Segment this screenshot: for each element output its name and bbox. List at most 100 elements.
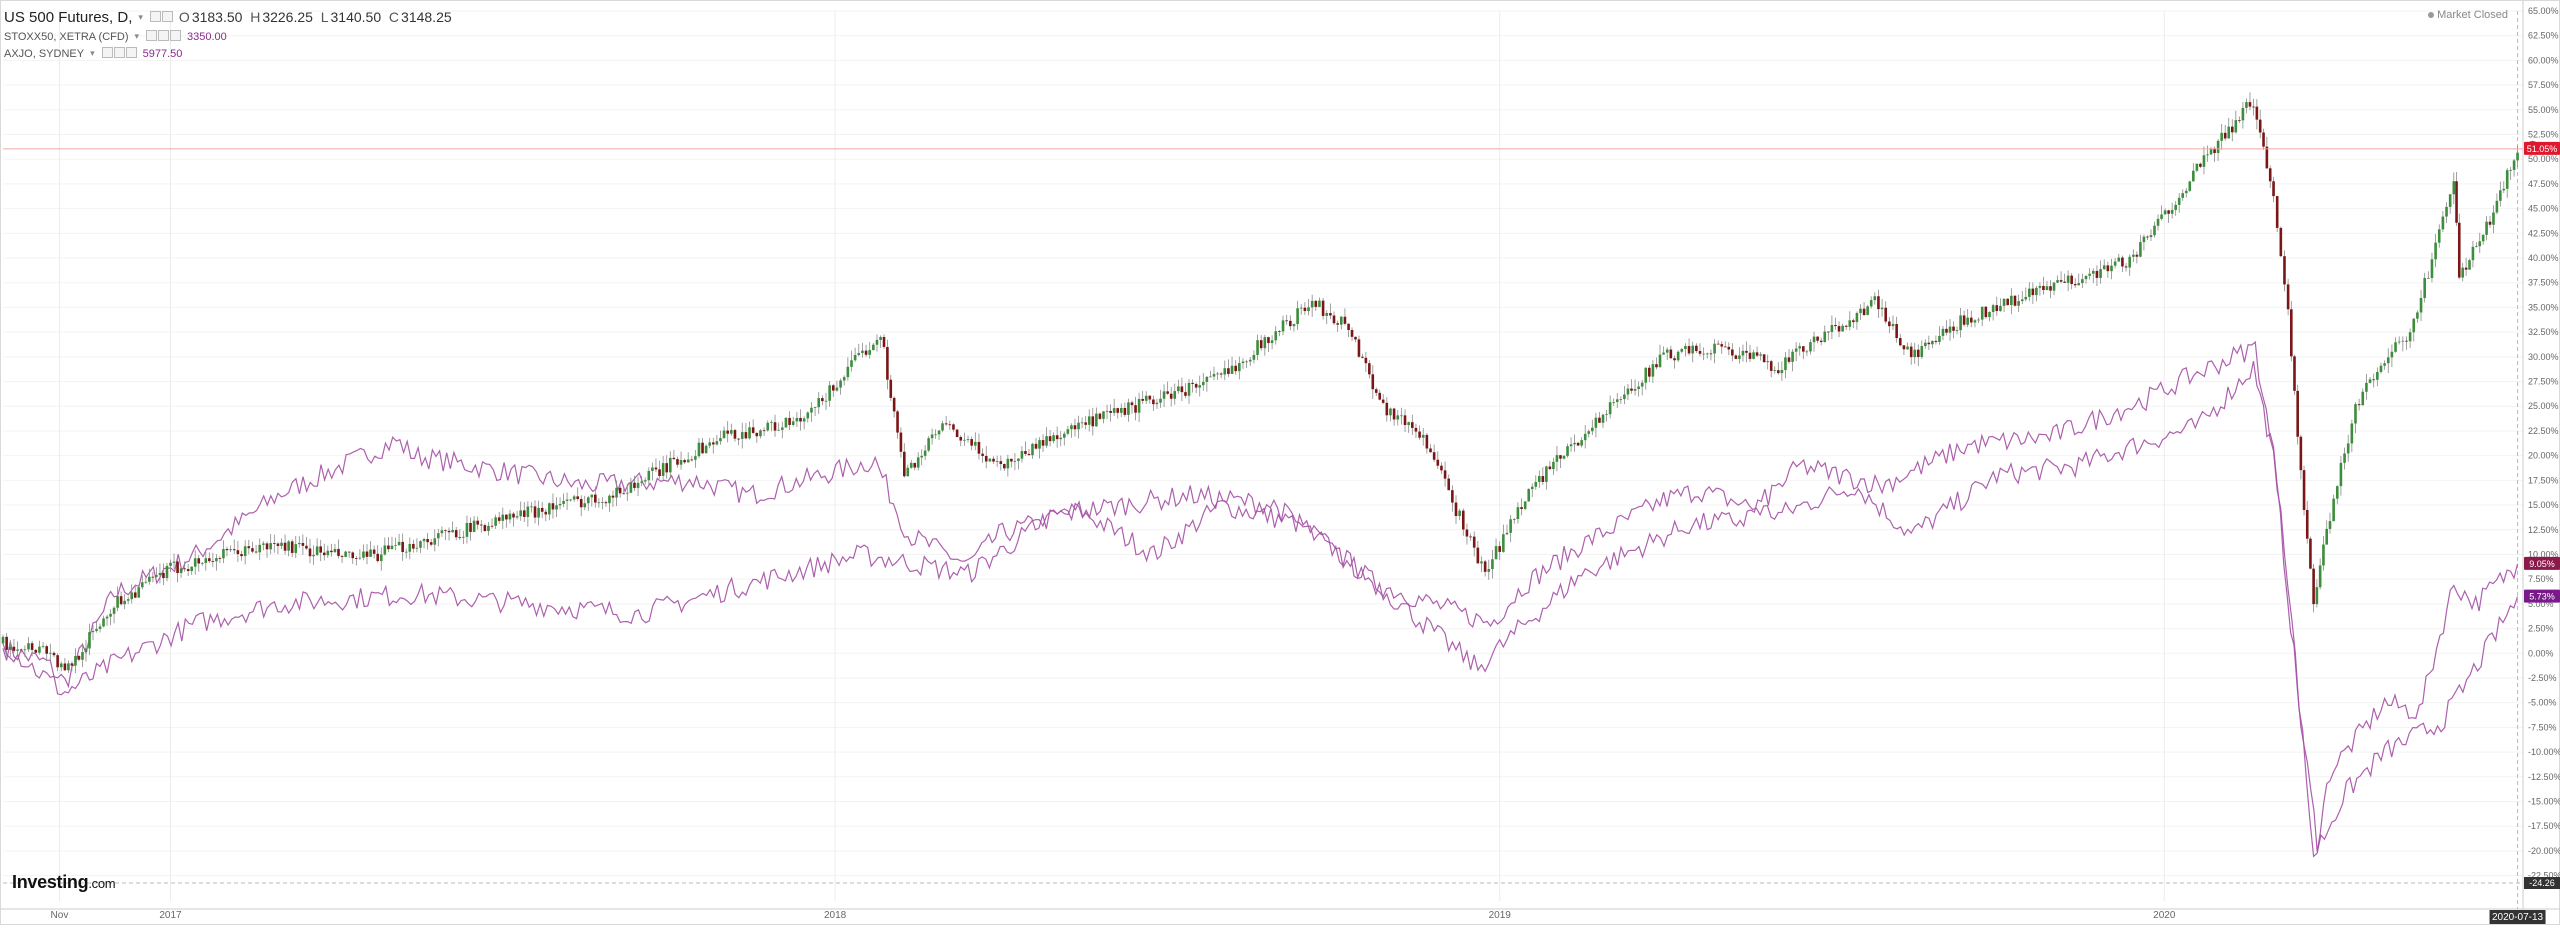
candle-body <box>337 548 340 556</box>
candle-body <box>1658 354 1662 368</box>
candle-body <box>690 459 694 461</box>
low-value: 3140.50 <box>330 9 382 25</box>
candle-body <box>1278 331 1281 332</box>
candle-body <box>2275 196 2279 228</box>
candle-body <box>1077 422 1080 430</box>
candle-body <box>1966 317 1969 325</box>
candle-body <box>1361 356 1364 358</box>
candle-body <box>1931 340 1934 345</box>
candle-body <box>1048 436 1052 442</box>
candle-body <box>2361 391 2365 406</box>
candle-body <box>1769 361 1773 371</box>
settings-icon[interactable] <box>113 46 125 58</box>
chevron-down-icon[interactable]: ▾ <box>138 11 143 22</box>
chevron-down-icon[interactable]: ▾ <box>90 48 95 58</box>
candle-body <box>572 496 576 500</box>
chevron-down-icon[interactable]: ▾ <box>134 31 140 41</box>
candle-body <box>2322 544 2325 566</box>
candle-body <box>1432 452 1436 460</box>
candle-body <box>1608 402 1612 415</box>
main-symbol[interactable]: US 500 Futures, D, <box>4 8 133 26</box>
candle-body <box>1396 415 1400 420</box>
candle-body <box>2452 181 2456 195</box>
candle-body <box>2124 266 2128 268</box>
open-label: O <box>178 9 190 25</box>
candle-body <box>12 646 16 651</box>
candle-body <box>708 442 712 446</box>
candle-body <box>1095 413 1098 427</box>
candle-body <box>1173 391 1177 399</box>
candle-body <box>2252 106 2255 108</box>
candle-body <box>629 482 633 493</box>
candle-body <box>828 385 831 401</box>
candle-body <box>1259 340 1263 349</box>
candle-body <box>1080 422 1084 424</box>
hide-series-icon[interactable] <box>149 10 161 22</box>
candle-body <box>784 417 788 428</box>
candle-body <box>1332 315 1336 324</box>
y-tick-label: 17.50% <box>2528 475 2559 485</box>
market-status-text: Market Closed <box>2437 9 2508 21</box>
candle-body <box>369 549 372 557</box>
candle-body <box>1995 305 1999 312</box>
candle-body <box>1180 386 1184 393</box>
candle-body <box>981 453 984 456</box>
candle-body <box>2248 102 2252 107</box>
candle-body <box>1834 325 1837 327</box>
candle-body <box>1241 361 1245 364</box>
candle-body <box>1318 300 1321 307</box>
candle-body <box>1773 370 1777 372</box>
compare-symbol[interactable]: STOXX50, XETRA (CFD) <box>4 30 129 43</box>
candle-body <box>1469 536 1472 538</box>
candle-body <box>1498 546 1502 552</box>
settings-icon[interactable] <box>161 10 173 22</box>
candle-body <box>387 545 390 550</box>
y-tick-label: -10.00% <box>2528 747 2560 757</box>
candle-body <box>944 423 948 425</box>
candle-body <box>1425 434 1429 449</box>
compare-value: 5977.50 <box>142 47 183 60</box>
candle-body <box>1059 437 1063 440</box>
y-tick-label: -20.00% <box>2528 846 2560 856</box>
candle-body <box>133 592 137 598</box>
candle-body <box>850 360 853 367</box>
compare-symbol[interactable]: AXJO, SYDNEY <box>4 47 85 60</box>
candle-body <box>1091 416 1095 427</box>
candle-body <box>419 541 422 548</box>
legend-compare-row-1[interactable]: STOXX50, XETRA (CFD) ▾ 3350.00 <box>4 28 452 45</box>
candle-body <box>394 545 397 546</box>
candle-body <box>1687 346 1691 354</box>
candle-body <box>1673 358 1676 361</box>
candle-body <box>1010 458 1013 462</box>
candle-body <box>1866 306 1869 316</box>
settings-icon[interactable] <box>158 29 170 41</box>
close-icon[interactable] <box>125 46 137 58</box>
candle-body <box>2156 218 2160 226</box>
candle-body <box>508 513 512 520</box>
candle-body <box>1041 440 1045 446</box>
candle-body <box>232 549 236 551</box>
candle-body <box>1505 532 1509 535</box>
candle-body <box>2049 286 2052 291</box>
hide-series-icon[interactable] <box>101 46 113 58</box>
hide-series-icon[interactable] <box>146 29 158 41</box>
candle-body <box>294 544 298 553</box>
candle-body <box>1780 370 1784 374</box>
candle-body <box>1684 346 1687 349</box>
y-tick-label: 35.00% <box>2528 302 2559 312</box>
candle-body <box>1234 365 1237 372</box>
candle-body <box>1062 433 1066 438</box>
candle-body <box>301 542 305 546</box>
y-tick-label: -2.50% <box>2528 673 2557 683</box>
candle-body <box>1389 408 1392 416</box>
candle-body <box>853 354 857 361</box>
legend-compare-row-2[interactable]: AXJO, SYDNEY ▾ 5977.50 <box>4 45 452 62</box>
x-tick-label: Nov <box>51 910 69 921</box>
candle-body <box>105 616 109 619</box>
candle-body <box>2110 265 2113 272</box>
close-icon[interactable] <box>170 29 182 41</box>
legend-main-row[interactable]: US 500 Futures, D, ▾ O 3183.50 H 3226.25 L… <box>4 6 452 28</box>
candle-body <box>831 385 835 391</box>
